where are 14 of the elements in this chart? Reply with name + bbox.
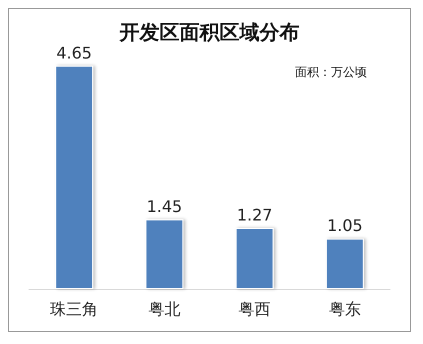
data-label: 1.27 xyxy=(236,206,272,225)
chart-title: 开发区面积区域分布 xyxy=(118,20,300,44)
x-tick-label: 粤北 xyxy=(148,300,180,318)
bar xyxy=(236,228,274,289)
bar xyxy=(55,66,94,289)
annotation: 面积：万公顷 xyxy=(295,65,367,79)
x-tick-label: 粤西 xyxy=(238,300,271,318)
x-tick-label: 珠三角 xyxy=(50,300,98,318)
data-label: 1.05 xyxy=(327,216,363,236)
bar xyxy=(326,238,364,289)
bar xyxy=(145,219,184,289)
data-label: 4.65 xyxy=(56,43,92,62)
data-label: 1.45 xyxy=(146,196,182,216)
x-tick-label: 粤东 xyxy=(328,300,361,318)
